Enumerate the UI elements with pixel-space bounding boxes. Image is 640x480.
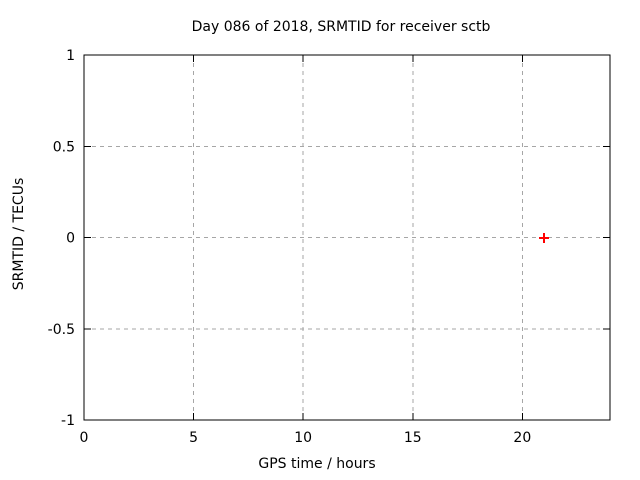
chart-title: Day 086 of 2018, SRMTID for receiver sct…: [191, 19, 491, 35]
y-tick-label: -1: [61, 413, 75, 429]
x-tick-label: 15: [404, 430, 422, 446]
y-tick-label: 0: [66, 231, 75, 247]
y-tick-label: -0.5: [48, 322, 75, 338]
x-tick-label: 0: [80, 430, 89, 446]
x-tick-label: 10: [294, 430, 312, 446]
x-tick-label: 20: [513, 430, 531, 446]
x-axis-label: GPS time / hours: [258, 456, 376, 472]
plot-border: [83, 54, 611, 421]
x-tick-label: 5: [189, 430, 198, 446]
y-tick-label: 0.5: [53, 139, 75, 155]
y-tick-label: 1: [66, 48, 75, 64]
